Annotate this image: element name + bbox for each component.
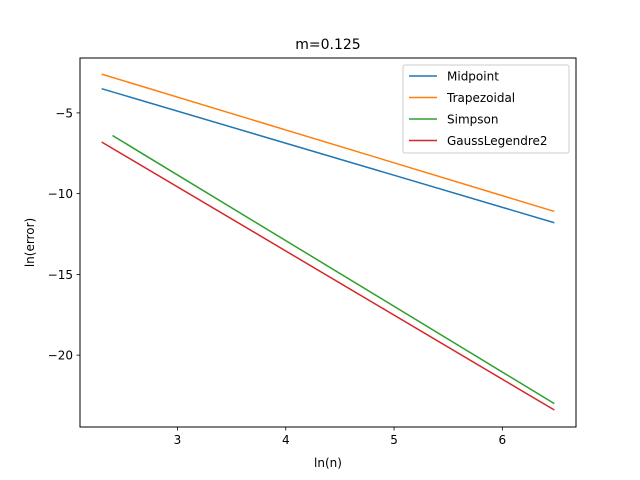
legend-label-2: Simpson [447,113,498,127]
series-line-3 [101,141,555,411]
y-tick-label-2: −15 [48,268,73,282]
x-axis: 3 4 5 6 [174,427,507,447]
series-line-0 [101,87,555,224]
y-tick-label-1: −10 [48,187,73,201]
y-axis: −5 −10 −15 −20 [48,106,80,363]
legend-frame [402,64,570,154]
legend-label-3: GaussLegendre2 [447,134,548,148]
x-tick-label-3: 6 [499,433,507,447]
x-tick-label-1: 4 [282,433,290,447]
plot-frame [79,57,577,428]
series-line-2 [112,134,555,405]
legend-label-0: Midpoint [447,70,499,84]
y-tick-label-3: −20 [48,349,73,363]
legend-label-1: Trapezoidal [446,91,515,105]
chart-title: m=0.125 [295,37,360,53]
legend: Midpoint Trapezoidal Simpson GaussLegendre2 [402,64,570,154]
y-axis-title: ln(error) [23,218,37,267]
y-tick-label-0: −5 [55,106,73,120]
x-axis-title: ln(n) [314,456,342,470]
series-line-1 [101,73,555,213]
x-tick-label-0: 3 [174,433,182,447]
x-tick-label-2: 5 [390,433,398,447]
series-layer [101,73,555,411]
